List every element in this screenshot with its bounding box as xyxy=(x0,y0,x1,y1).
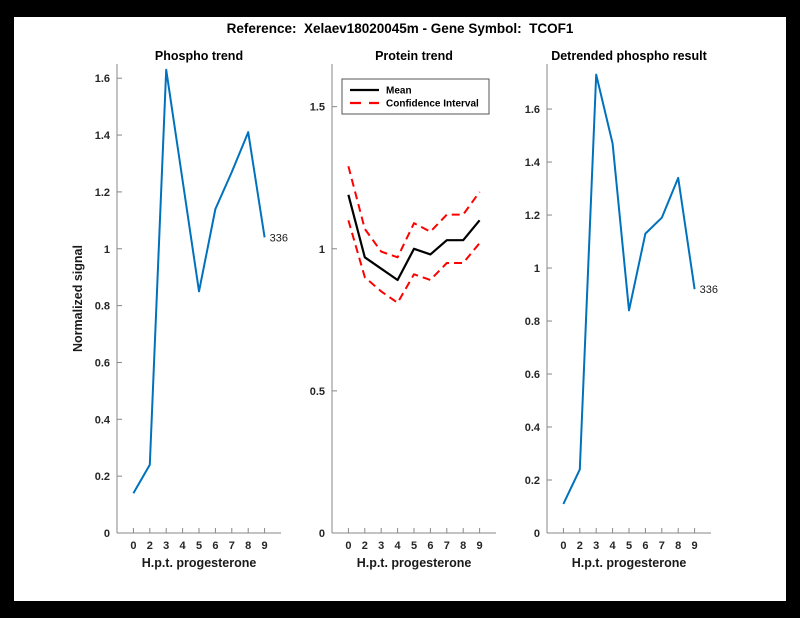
x-tick-label: 8 xyxy=(245,540,251,552)
x-tick-label: 9 xyxy=(477,540,483,552)
x-tick-label: 2 xyxy=(147,540,153,552)
legend-entry-label: Mean xyxy=(386,86,412,97)
y-tick-label: 0.5 xyxy=(310,386,325,398)
legend-box xyxy=(341,78,490,115)
legend-entry-label: Confidence Interval xyxy=(386,99,479,110)
x-tick-label: 3 xyxy=(163,540,169,552)
x-axis-label: H.p.t. progesterone xyxy=(142,556,257,570)
y-tick-label: 0.4 xyxy=(95,414,111,426)
y-tick-label: 0.4 xyxy=(525,422,541,434)
x-tick-label: 7 xyxy=(229,540,235,552)
y-tick-label: 0.6 xyxy=(525,369,540,381)
x-axis-label: H.p.t. progesterone xyxy=(357,556,472,570)
y-tick-label: 0 xyxy=(104,528,110,540)
y-tick-label: 1 xyxy=(104,244,110,256)
x-tick-label: 9 xyxy=(692,540,698,552)
y-tick-label: 1 xyxy=(319,244,325,256)
series-line-confidence-interval-upper xyxy=(347,166,481,259)
x-tick-label: 5 xyxy=(626,540,632,552)
y-tick-label: 0 xyxy=(319,528,325,540)
figure-title: Reference: Xelaev18020045m - Gene Symbol… xyxy=(226,21,574,36)
x-tick-label: 5 xyxy=(196,540,202,552)
axes-protein-trend xyxy=(331,64,496,534)
x-tick-label: 2 xyxy=(362,540,368,552)
y-axis-label: Normalized signal xyxy=(71,245,85,352)
x-tick-label: 6 xyxy=(427,540,433,552)
series-line-confidence-interval-lower xyxy=(347,220,481,304)
x-tick-label: 9 xyxy=(262,540,268,552)
x-axis-label: H.p.t. progesterone xyxy=(572,556,687,570)
series-line-mean xyxy=(347,194,481,282)
x-tick-label: 0 xyxy=(130,540,136,552)
x-tick-label: 7 xyxy=(659,540,665,552)
axes-detrended-phospho-result xyxy=(546,64,711,534)
series-line-phospho-trend xyxy=(132,68,266,494)
y-tick-label: 0.2 xyxy=(525,475,540,487)
y-tick-label: 0.2 xyxy=(95,471,110,483)
series-line-detrended-phospho xyxy=(562,73,696,505)
y-tick-label: 0.6 xyxy=(95,357,110,369)
axes-phospho-trend xyxy=(116,64,281,534)
x-tick-label: 4 xyxy=(610,540,617,552)
x-tick-label: 6 xyxy=(642,540,648,552)
x-tick-label: 3 xyxy=(593,540,599,552)
endpoint-label: 336 xyxy=(700,284,718,296)
x-tick-label: 3 xyxy=(378,540,384,552)
y-tick-label: 1.5 xyxy=(310,102,325,114)
x-tick-label: 7 xyxy=(444,540,450,552)
x-tick-label: 0 xyxy=(560,540,566,552)
y-tick-label: 0 xyxy=(534,528,540,540)
subplot-title: Protein trend xyxy=(375,49,453,63)
y-tick-label: 1.2 xyxy=(525,210,540,222)
x-tick-label: 5 xyxy=(411,540,417,552)
x-tick-label: 8 xyxy=(675,540,681,552)
x-tick-label: 2 xyxy=(577,540,583,552)
subplot-title: Detrended phospho result xyxy=(551,49,707,63)
x-tick-label: 0 xyxy=(345,540,351,552)
y-tick-label: 1.4 xyxy=(95,130,111,142)
x-tick-label: 8 xyxy=(460,540,466,552)
x-tick-label: 4 xyxy=(395,540,402,552)
y-tick-label: 1.2 xyxy=(95,187,110,199)
endpoint-label: 336 xyxy=(270,232,288,244)
subplot-detrended-phospho-result: 00.20.40.60.811.21.41.60 2 3 4 5 6 7 8 9Detrende… xyxy=(525,49,718,570)
y-tick-label: 0.8 xyxy=(95,301,110,313)
y-tick-label: 1.6 xyxy=(95,73,110,85)
subplot-title: Phospho trend xyxy=(155,49,243,63)
subplot-phospho-trend: 00.20.40.60.811.21.41.60 2 3 4 5 6 7 8 9Phospho … xyxy=(71,49,288,570)
y-tick-label: 1 xyxy=(534,263,540,275)
x-tick-label: 6 xyxy=(212,540,218,552)
y-tick-label: 1.6 xyxy=(525,104,540,116)
y-tick-label: 0.8 xyxy=(525,316,540,328)
legend: Mean Confidence Interval xyxy=(341,78,490,115)
x-tick-label: 4 xyxy=(180,540,187,552)
y-tick-label: 1.4 xyxy=(525,157,541,169)
